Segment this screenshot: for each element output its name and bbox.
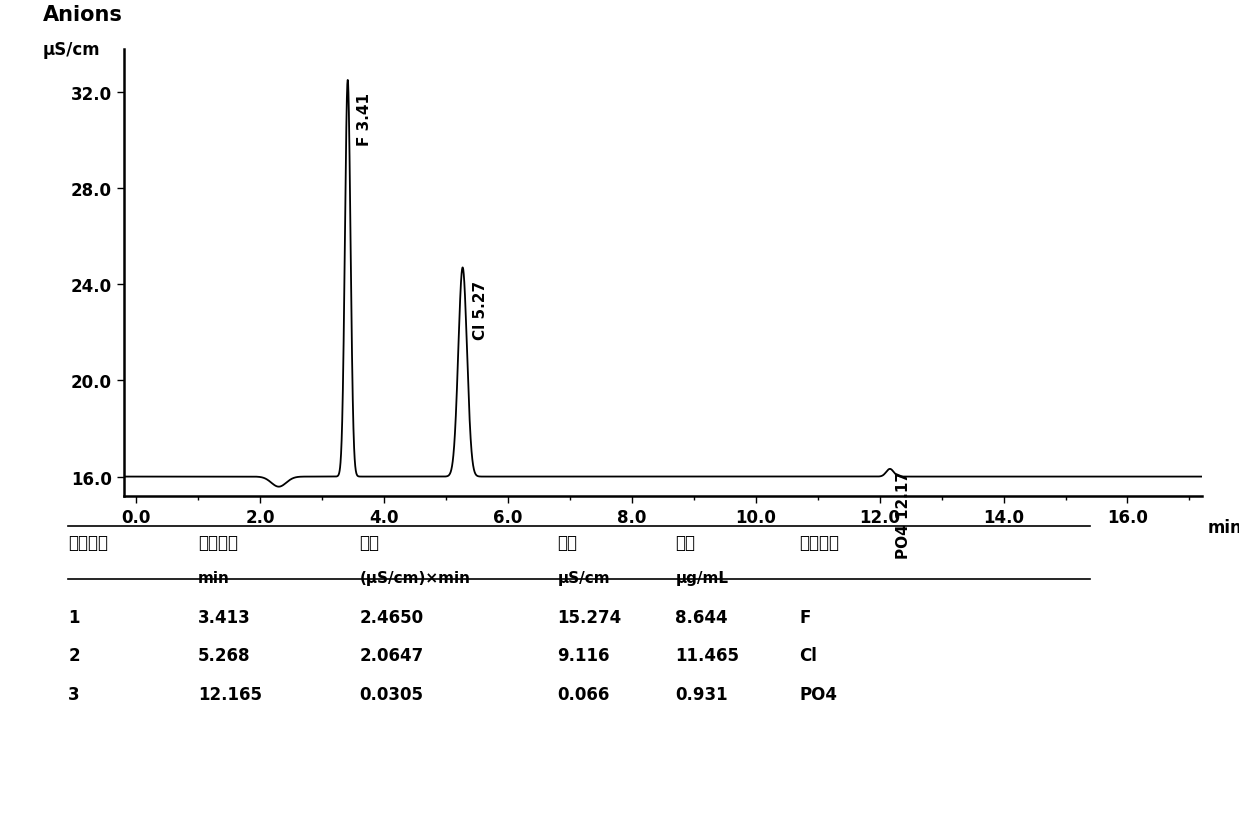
Text: 面积: 面积	[359, 533, 379, 552]
Text: 高度: 高度	[558, 533, 577, 552]
Text: 3: 3	[68, 685, 79, 703]
Text: μg/mL: μg/mL	[675, 571, 729, 586]
Text: 0.066: 0.066	[558, 685, 610, 703]
Text: (μS/cm)×min: (μS/cm)×min	[359, 571, 471, 586]
Text: 9.116: 9.116	[558, 647, 610, 665]
Text: Cl: Cl	[799, 647, 817, 665]
Text: PO4 12.17: PO4 12.17	[896, 471, 911, 558]
Text: Cl 5.27: Cl 5.27	[473, 280, 488, 339]
Text: F 3.41: F 3.41	[357, 93, 372, 146]
Text: μS/cm: μS/cm	[43, 41, 100, 59]
Text: 3.413: 3.413	[198, 608, 252, 626]
Text: 5.268: 5.268	[198, 647, 250, 665]
Text: 2: 2	[68, 647, 79, 665]
Text: 15.274: 15.274	[558, 608, 622, 626]
Text: 2.0647: 2.0647	[359, 647, 424, 665]
Text: 2.4650: 2.4650	[359, 608, 424, 626]
Text: 0.931: 0.931	[675, 685, 727, 703]
Text: 组分名称: 组分名称	[799, 533, 839, 552]
Text: F: F	[799, 608, 810, 626]
Text: μS/cm: μS/cm	[558, 571, 610, 586]
Text: 0.0305: 0.0305	[359, 685, 424, 703]
Text: 峰序列号: 峰序列号	[68, 533, 108, 552]
Text: PO4: PO4	[799, 685, 838, 703]
Text: 8.644: 8.644	[675, 608, 727, 626]
Text: 11.465: 11.465	[675, 647, 740, 665]
Text: min: min	[198, 571, 230, 586]
Text: 12.165: 12.165	[198, 685, 263, 703]
Text: min: min	[1207, 519, 1239, 537]
Text: 保留时间: 保留时间	[198, 533, 238, 552]
Text: Anions: Anions	[43, 5, 123, 25]
Text: 浓度: 浓度	[675, 533, 695, 552]
Text: 1: 1	[68, 608, 79, 626]
